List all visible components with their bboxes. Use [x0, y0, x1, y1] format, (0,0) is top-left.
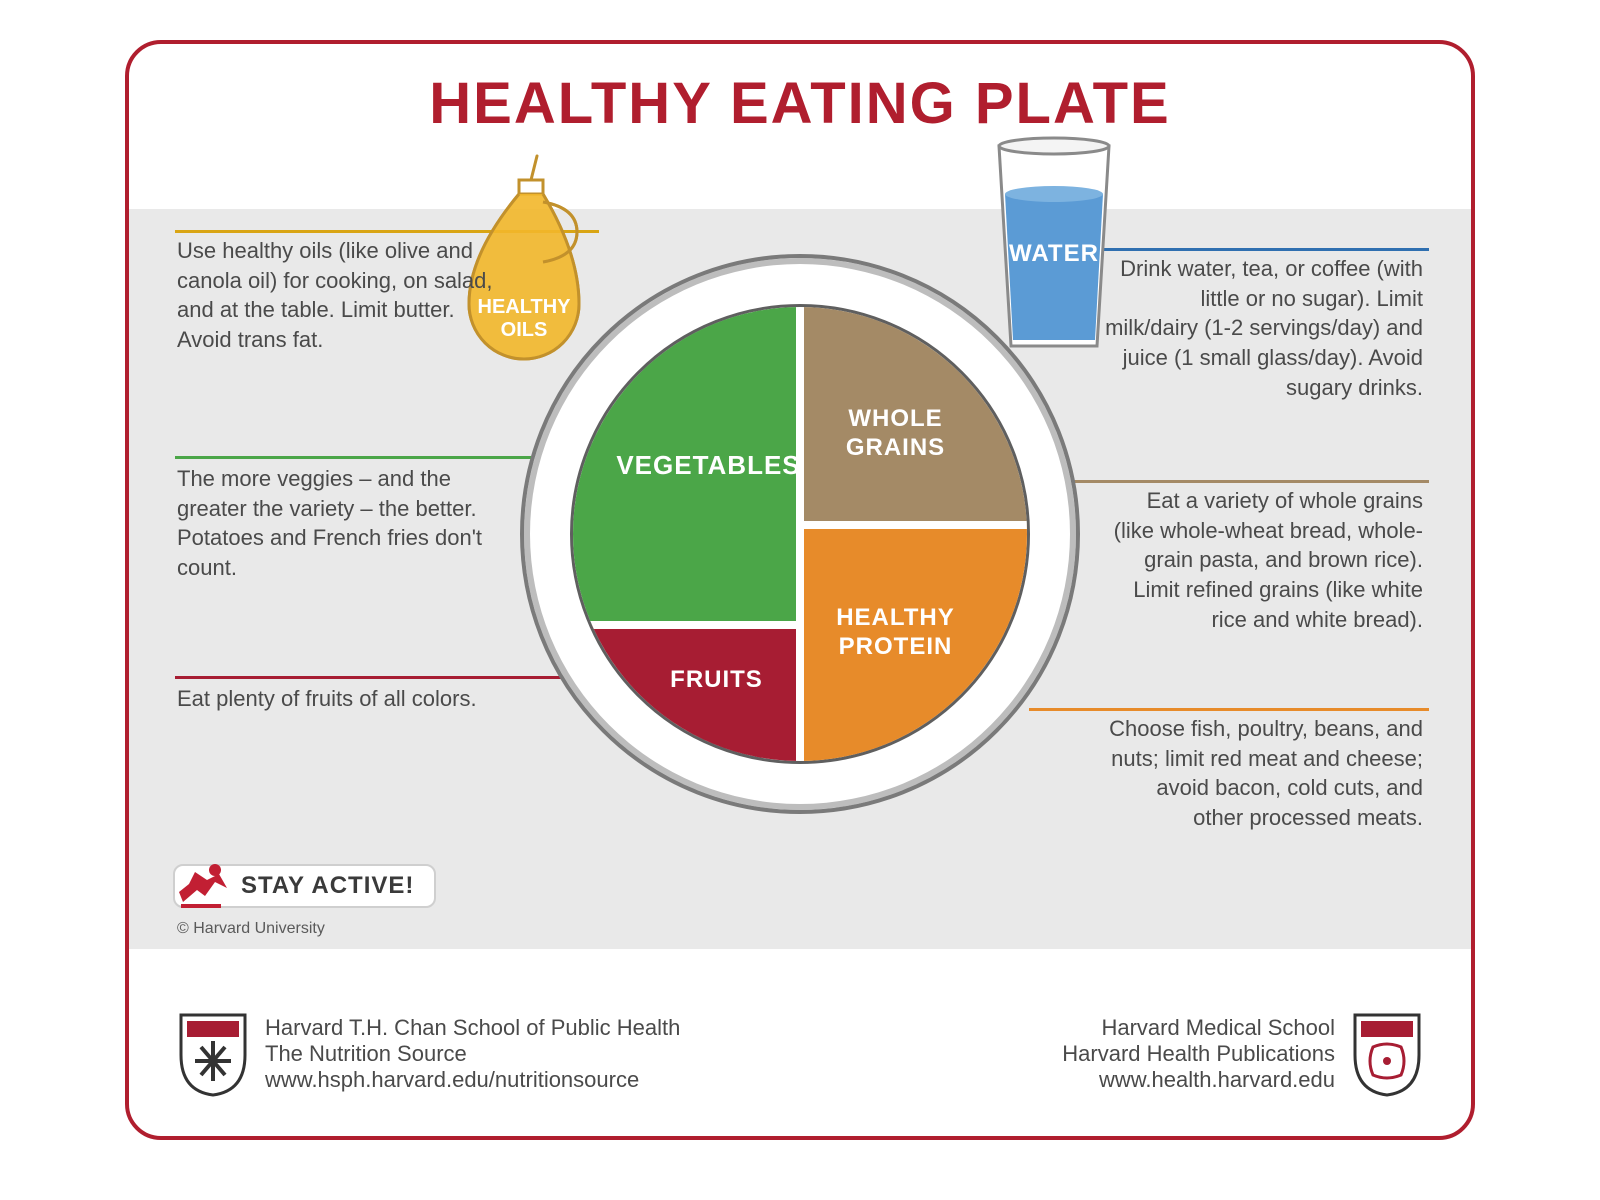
segment-protein: HEALTHY PROTEIN [800, 525, 1027, 761]
plate: VEGETABLES FRUITS WHOLE GRAINS HEALTHY P… [520, 254, 1080, 814]
copyright: © Harvard University [177, 920, 325, 938]
footer-right-line3: www.health.harvard.edu [1062, 1067, 1335, 1093]
note-veg: The more veggies – and the greater the v… [177, 464, 497, 583]
line-protein [1029, 708, 1429, 711]
harvard-sph-shield-icon [177, 1011, 249, 1097]
footer-left-line3: www.hsph.harvard.edu/nutritionsource [265, 1067, 680, 1093]
infographic-frame: HEALTHY EATING PLATE HEALTHY OILS WATER … [125, 40, 1475, 1140]
note-fruit: Eat plenty of fruits of all colors. [177, 684, 497, 714]
segment-vegetables: VEGETABLES [573, 307, 800, 625]
footer: Harvard T.H. Chan School of Public Healt… [129, 984, 1471, 1124]
note-water: Drink water, tea, or coffee (with little… [1103, 254, 1423, 402]
runner-icon [179, 862, 235, 910]
line-grain [1029, 480, 1429, 483]
page-title: HEALTHY EATING PLATE [129, 70, 1471, 137]
note-grain: Eat a variety of whole grains (like whol… [1103, 486, 1423, 634]
note-protein: Choose fish, poultry, beans, and nuts; l… [1103, 714, 1423, 833]
footer-right: Harvard Medical School Harvard Health Pu… [1062, 1011, 1423, 1097]
segment-fruits: FRUITS [573, 625, 800, 761]
note-oils: Use healthy oils (like olive and canola … [177, 236, 497, 355]
footer-right-line2: Harvard Health Publications [1062, 1041, 1335, 1067]
harvard-med-shield-icon [1351, 1011, 1423, 1097]
footer-left: Harvard T.H. Chan School of Public Healt… [177, 1011, 680, 1097]
segment-whole-grains: WHOLE GRAINS [800, 307, 1027, 525]
footer-left-line2: The Nutrition Source [265, 1041, 680, 1067]
footer-right-line1: Harvard Medical School [1062, 1015, 1335, 1041]
footer-left-line1: Harvard T.H. Chan School of Public Healt… [265, 1015, 680, 1041]
